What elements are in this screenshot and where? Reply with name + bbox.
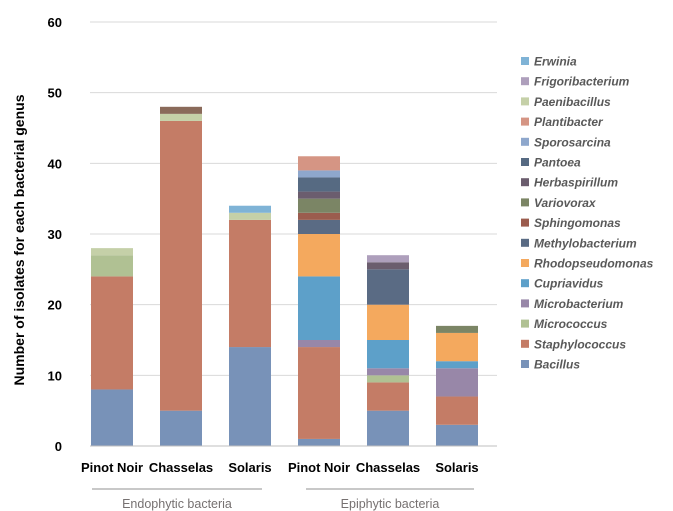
- bar-segment-pantoea: [298, 177, 340, 192]
- bar-segment-cupriavidus: [436, 361, 478, 369]
- legend-label: Rhodopseudomonas: [534, 257, 654, 271]
- x-tick-label: Pinot Noir: [81, 460, 143, 475]
- legend-swatch: [521, 97, 529, 106]
- legend-label: Plantibacter: [534, 115, 604, 129]
- bar-segment-herbaspirillum: [298, 191, 340, 199]
- legend-label: Sphingomonas: [534, 216, 621, 230]
- bar-segment-bacillus: [160, 410, 202, 446]
- legend-label: Microbacterium: [534, 297, 624, 311]
- bar-segment-microbacterium: [436, 368, 478, 397]
- legend-swatch: [521, 299, 529, 308]
- legend-label: Micrococcus: [534, 317, 608, 331]
- y-axis-label: Number of isolates for each bacterial ge…: [11, 94, 27, 385]
- bar-segment-variovorax: [298, 198, 340, 213]
- legend-swatch: [521, 158, 529, 166]
- bar-segment-rhodopseudomonas: [436, 332, 478, 362]
- bar-segment-staphylococcus: [367, 382, 409, 411]
- legend-swatch: [521, 238, 529, 247]
- bar-segment-bacillus: [436, 424, 478, 446]
- y-tick-label: 20: [48, 298, 62, 313]
- x-tick-label: Chasselas: [356, 460, 420, 475]
- bar-segment-variovorax: [436, 325, 478, 333]
- bar-segment-erwinia: [229, 205, 271, 213]
- legend-swatch: [521, 319, 529, 328]
- bar-segment-cupriavidus: [298, 276, 340, 340]
- bar-segment-bacillus: [298, 438, 340, 446]
- group-label: Endophytic bacteria: [122, 497, 232, 511]
- y-tick-label: 0: [55, 439, 62, 454]
- legend-swatch: [521, 279, 529, 288]
- legend-swatch: [521, 137, 529, 146]
- legend: Erwinia Frigoribacterium Paenibacillus Plan…: [521, 55, 654, 372]
- bar-segment-plantibacter: [298, 156, 340, 171]
- group-label: Epiphytic bacteria: [341, 497, 440, 511]
- legend-swatch: [521, 259, 529, 267]
- bar-segment-paenibacillus: [91, 248, 133, 256]
- x-tick-label: Chasselas: [149, 460, 213, 475]
- legend-label: Frigoribacterium: [534, 75, 630, 89]
- legend-label: Sporosarcina: [534, 135, 611, 149]
- x-axis-ticks: Pinot Noir Chasselas Solaris Pinot Noir Chas…: [81, 460, 479, 475]
- bar-segment-methylobacterium: [298, 219, 340, 234]
- y-tick-label: 60: [48, 15, 62, 30]
- bar-segment-staphylococcus: [160, 120, 202, 411]
- x-tick-label: Solaris: [435, 460, 478, 475]
- legend-label: Variovorax: [534, 196, 597, 210]
- legend-swatch: [521, 339, 529, 348]
- legend-label: Pantoea: [534, 156, 581, 170]
- legend-label: Herbaspirillum: [534, 176, 618, 190]
- legend-swatch: [521, 117, 529, 126]
- bar-segment-paenibacillus: [229, 212, 271, 220]
- bar-segment-micrococcus: [367, 375, 409, 383]
- bar-segment-rhodopseudomonas: [298, 234, 340, 277]
- bar-segment-sporosarcina: [298, 170, 340, 178]
- x-tick-label: Solaris: [228, 460, 271, 475]
- bar-segment-micrococcus: [91, 255, 133, 277]
- bar-segment-microbacterium: [298, 340, 340, 348]
- bar-segment-microbacterium: [367, 368, 409, 376]
- legend-swatch: [521, 198, 529, 207]
- legend-label: Methylobacterium: [534, 236, 637, 250]
- y-tick-label: 40: [48, 156, 62, 171]
- category-groups: Endophytic bacteria Epiphytic bacteria: [92, 488, 474, 511]
- bar-segment-cupriavidus: [367, 340, 409, 369]
- x-tick-label: Pinot Noir: [288, 460, 350, 475]
- bar-segment-sphingomonas: [298, 212, 340, 220]
- bar-segment-bacillus: [367, 410, 409, 446]
- legend-swatch: [521, 57, 529, 65]
- legend-swatch: [521, 77, 529, 86]
- legend-label: Staphylococcus: [534, 337, 626, 351]
- legend-label: Erwinia: [534, 55, 577, 69]
- y-tick-label: 10: [48, 368, 62, 383]
- y-tick-label: 30: [48, 227, 62, 242]
- bars: [91, 106, 478, 446]
- bar-segment-bacillus: [229, 347, 271, 446]
- bar-segment-herbaspirillum: [367, 262, 409, 270]
- y-axis-ticks: 0 10 20 30 40 50 60: [48, 15, 62, 454]
- bar-segment-staphylococcus: [229, 219, 271, 348]
- bar-segment-frigoribacterium: [367, 255, 409, 263]
- legend-label: Paenibacillus: [534, 95, 611, 109]
- bar-segment-rhodopseudomonas: [367, 304, 409, 340]
- legend-swatch: [521, 218, 529, 227]
- bar-segment-methylobacterium: [367, 269, 409, 305]
- legend-label: Bacillus: [534, 358, 580, 372]
- bar-segment-paenibacillus: [160, 113, 202, 121]
- bar-segment-staphylococcus: [298, 347, 340, 439]
- bar-segment-bacillus: [91, 389, 133, 446]
- legend-label: Cupriavidus: [534, 277, 604, 291]
- legend-swatch: [521, 178, 529, 187]
- y-tick-label: 50: [48, 86, 62, 101]
- gridlines: [90, 21, 497, 376]
- bar-segment-staphylococcus: [436, 396, 478, 425]
- bar-segment-other: [160, 106, 202, 114]
- legend-swatch: [521, 360, 529, 368]
- bar-segment-staphylococcus: [91, 276, 133, 390]
